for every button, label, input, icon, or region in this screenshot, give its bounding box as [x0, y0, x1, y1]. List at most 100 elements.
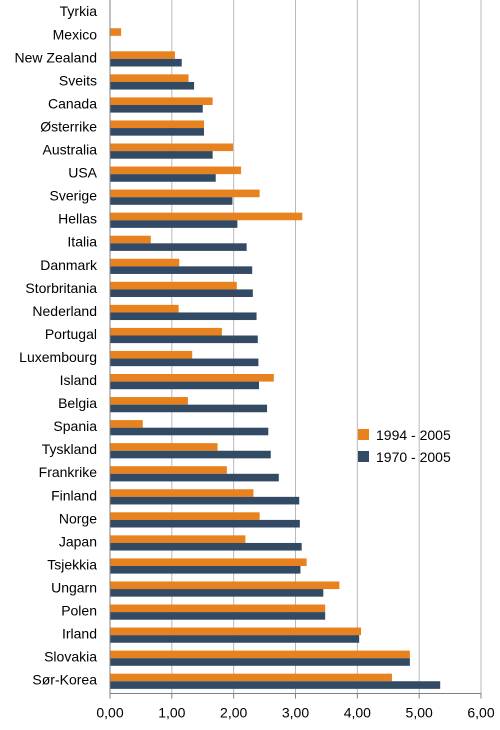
- bar-1994-2005-new-zealand: [110, 51, 175, 59]
- bar-1994-2005-usa: [110, 166, 242, 175]
- bar-1970-2005-canada: [110, 105, 203, 113]
- category-label-polen: Polen: [61, 603, 97, 619]
- bar-1994-2005-frankrike: [110, 466, 227, 474]
- bar-1970-2005-belgia: [110, 404, 268, 413]
- x-tick-label-5: 5,00: [406, 705, 433, 721]
- category-label-sverige: Sverige: [50, 188, 98, 204]
- category-label-belgia: Belgia: [58, 395, 97, 411]
- category-label-hellas: Hellas: [58, 211, 97, 227]
- category-label-finland: Finland: [51, 487, 97, 503]
- bar-1994-2005-polen: [110, 604, 326, 613]
- bar-1970-2005-storbritania: [110, 289, 253, 297]
- bar-1994-2005-portugal: [110, 327, 222, 336]
- category-label-nederland: Nederland: [32, 303, 97, 319]
- category-label-spania: Spania: [53, 418, 97, 434]
- bar-1970-2005-usa: [110, 174, 216, 182]
- bar-1994-2005-nederland: [110, 304, 179, 313]
- bar-1970-2005-østerrike: [110, 128, 204, 136]
- category-label-tyrkia: Tyrkia: [60, 3, 98, 19]
- bar-1994-2005-storbritania: [110, 281, 237, 290]
- bar-1994-2005-danmark: [110, 258, 180, 267]
- bar-1970-2005-spania: [110, 427, 269, 436]
- bar-1994-2005-sveits: [110, 74, 189, 82]
- bar-1994-2005-sverige: [110, 189, 260, 198]
- category-label-luxembourg: Luxembourg: [19, 349, 97, 365]
- bar-1970-2005-polen: [110, 612, 326, 620]
- bar-1994-2005-tyskland: [110, 443, 218, 451]
- category-label-danmark: Danmark: [40, 257, 98, 273]
- bar-1970-2005-sør-korea: [110, 681, 441, 689]
- grid-lines: [171, 0, 482, 694]
- bar-1994-2005-italia: [110, 235, 151, 244]
- bar-1970-2005-sverige: [110, 197, 233, 205]
- bar-1970-2005-italia: [110, 243, 247, 251]
- category-label-ungarn: Ungarn: [51, 579, 97, 595]
- bar-1994-2005-belgia: [110, 397, 188, 405]
- category-label-australia: Australia: [43, 142, 98, 158]
- x-tick-label-4: 4,00: [344, 705, 371, 721]
- bar-1994-2005-island: [110, 374, 274, 382]
- bar-1994-2005-mexico: [110, 28, 122, 36]
- bar-1970-2005-tsjekkia: [110, 566, 301, 574]
- bar-1970-2005-japan: [110, 542, 302, 551]
- category-label-mexico: Mexico: [53, 26, 98, 42]
- category-label-island: Island: [60, 372, 97, 388]
- legend-swatch-1994-2005: [358, 429, 369, 440]
- x-tick-label-3: 3,00: [282, 705, 309, 721]
- bar-1994-2005-irland: [110, 627, 362, 636]
- legend: 1994 - 2005 1970 - 2005: [358, 427, 451, 465]
- category-label-portugal: Portugal: [45, 326, 97, 342]
- x-tick-label-2: 2,00: [220, 705, 247, 721]
- bar-1970-2005-sveits: [110, 81, 195, 90]
- bar-1970-2005-luxembourg: [110, 358, 259, 367]
- category-label-sveits: Sveits: [59, 72, 97, 88]
- bar-1994-2005-spania: [110, 420, 143, 428]
- bar-1970-2005-australia: [110, 151, 213, 159]
- bar-1994-2005-hellas: [110, 212, 303, 221]
- category-label-irland: Irland: [62, 626, 97, 642]
- category-label-østerrike: Østerrike: [40, 118, 97, 134]
- bar-1994-2005-norge: [110, 512, 260, 520]
- bar-1994-2005-ungarn: [110, 581, 340, 590]
- bar-1994-2005-østerrike: [110, 120, 204, 129]
- bar-1970-2005-ungarn: [110, 589, 324, 597]
- bar-1970-2005-norge: [110, 519, 300, 528]
- category-label-new-zealand: New Zealand: [15, 49, 98, 65]
- category-label-usa: USA: [68, 165, 97, 181]
- bar-1970-2005-hellas: [110, 220, 238, 228]
- bar-1970-2005-portugal: [110, 335, 258, 344]
- bar-1970-2005-island: [110, 381, 260, 390]
- bar-1994-2005-canada: [110, 97, 213, 105]
- bar-1970-2005-new-zealand: [110, 58, 182, 67]
- category-label-sør-korea: Sør-Korea: [32, 672, 97, 688]
- category-label-japan: Japan: [59, 533, 97, 549]
- bar-1994-2005-luxembourg: [110, 350, 193, 359]
- legend-label-1970-2005: 1970 - 2005: [376, 449, 451, 465]
- x-tick-label-6: 6,00: [467, 705, 494, 721]
- bars: [110, 28, 441, 689]
- bar-1994-2005-sør-korea: [110, 673, 392, 682]
- category-label-slovakia: Slovakia: [44, 649, 97, 665]
- bar-1970-2005-tyskland: [110, 450, 271, 459]
- category-label-storbritania: Storbritania: [25, 280, 97, 296]
- category-label-tyskland: Tyskland: [42, 441, 97, 457]
- bar-1970-2005-irland: [110, 635, 360, 643]
- x-tick-labels: 0,00 1,00 2,00 3,00 4,00 5,00 6,00: [96, 705, 494, 721]
- bar-1994-2005-japan: [110, 535, 246, 543]
- category-label-canada: Canada: [48, 95, 97, 111]
- bar-1994-2005-tsjekkia: [110, 558, 307, 566]
- legend-label-1994-2005: 1994 - 2005: [376, 427, 451, 443]
- bar-1970-2005-slovakia: [110, 658, 410, 666]
- bar-1970-2005-frankrike: [110, 473, 279, 482]
- category-label-frankrike: Frankrike: [39, 464, 98, 480]
- x-tick-label-1: 1,00: [158, 705, 185, 721]
- axes: [109, 0, 482, 699]
- bar-1970-2005-nederland: [110, 312, 257, 321]
- x-tick-label-0: 0,00: [96, 705, 123, 721]
- category-label-tsjekkia: Tsjekkia: [47, 556, 97, 572]
- legend-swatch-1970-2005: [358, 451, 369, 462]
- category-labels: Tyrkia Mexico New Zealand Sveits Canada Øster…: [15, 3, 98, 687]
- bar-1994-2005-australia: [110, 143, 234, 152]
- bar-1970-2005-finland: [110, 496, 300, 505]
